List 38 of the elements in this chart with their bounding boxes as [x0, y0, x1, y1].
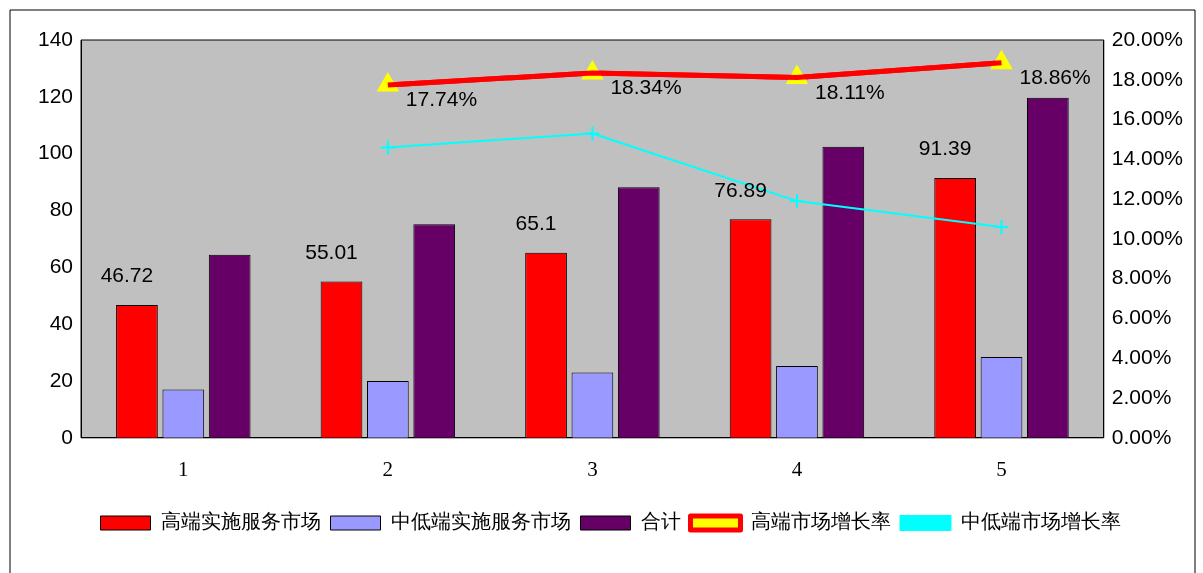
x-tick-label: 4	[791, 456, 803, 481]
y-tick-label: 140	[37, 26, 74, 50]
data-label: 18.11%	[814, 79, 885, 103]
y2-tick-label: 6.00%	[1111, 305, 1172, 329]
y-tick-label: 60	[49, 254, 74, 278]
data-label: 91.39	[918, 136, 972, 160]
y2-tick-label: 14.00%	[1111, 146, 1184, 170]
y2-tick-label: 18.00%	[1111, 66, 1184, 90]
y2-tick-label: 10.00%	[1111, 225, 1184, 249]
x-tick-label: 3	[587, 456, 598, 481]
x-tick-label: 2	[382, 456, 394, 481]
legend-label: 中低端实施服务市场	[390, 509, 571, 534]
data-label: 18.34%	[610, 75, 682, 99]
y2-tick-label: 2.00%	[1111, 384, 1172, 408]
y-tick-label: 120	[37, 83, 74, 107]
data-label: 65.1	[515, 211, 557, 235]
legend-label: 高端市场增长率	[750, 509, 891, 534]
y-tick-label: 100	[37, 140, 74, 164]
data-label: 17.74%	[405, 87, 478, 111]
legend-label: 合计	[640, 509, 681, 534]
y-tick-label: 0	[61, 424, 74, 448]
legend-label: 高端实施服务市场	[160, 509, 321, 534]
y2-tick-label: 4.00%	[1111, 345, 1172, 369]
y-tick-label: 20	[49, 367, 74, 391]
y2-tick-label: 12.00%	[1111, 185, 1184, 209]
x-tick-label: 1	[178, 456, 189, 481]
y-tick-label: 40	[49, 310, 74, 334]
legend-label: 中低端市场增长率	[960, 509, 1121, 534]
data-label: 76.89	[714, 177, 767, 201]
y2-tick-label: 16.00%	[1111, 106, 1184, 130]
y2-tick-label: 8.00%	[1111, 265, 1172, 289]
y2-tick-label: 20.00%	[1111, 26, 1184, 50]
data-label: 18.86%	[1019, 64, 1091, 88]
data-label: 46.72	[100, 263, 154, 287]
data-label: 55.01	[305, 239, 358, 263]
y-tick-label: 80	[49, 197, 74, 221]
y2-tick-label: 0.00%	[1111, 424, 1172, 448]
x-tick-label: 5	[996, 456, 1007, 481]
